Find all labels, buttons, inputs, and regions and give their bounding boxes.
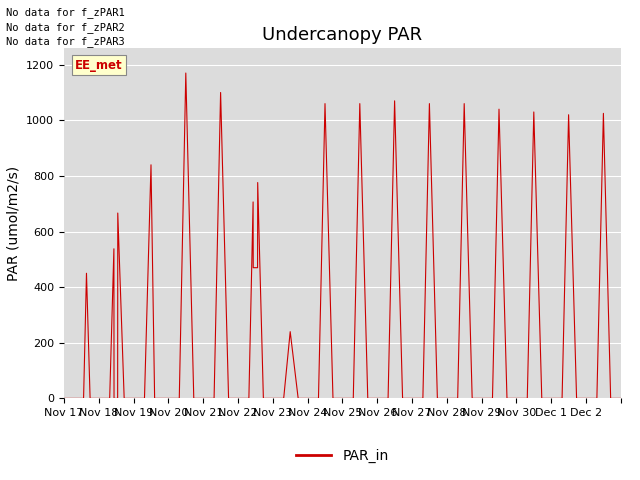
Title: Undercanopy PAR: Undercanopy PAR (262, 25, 422, 44)
Text: No data for f_zPAR2: No data for f_zPAR2 (6, 22, 125, 33)
Y-axis label: PAR (umol/m2/s): PAR (umol/m2/s) (6, 166, 20, 281)
Text: EE_met: EE_met (75, 59, 123, 72)
Text: No data for f_zPAR3: No data for f_zPAR3 (6, 36, 125, 47)
Text: No data for f_zPAR1: No data for f_zPAR1 (6, 7, 125, 18)
Legend: PAR_in: PAR_in (291, 444, 394, 468)
